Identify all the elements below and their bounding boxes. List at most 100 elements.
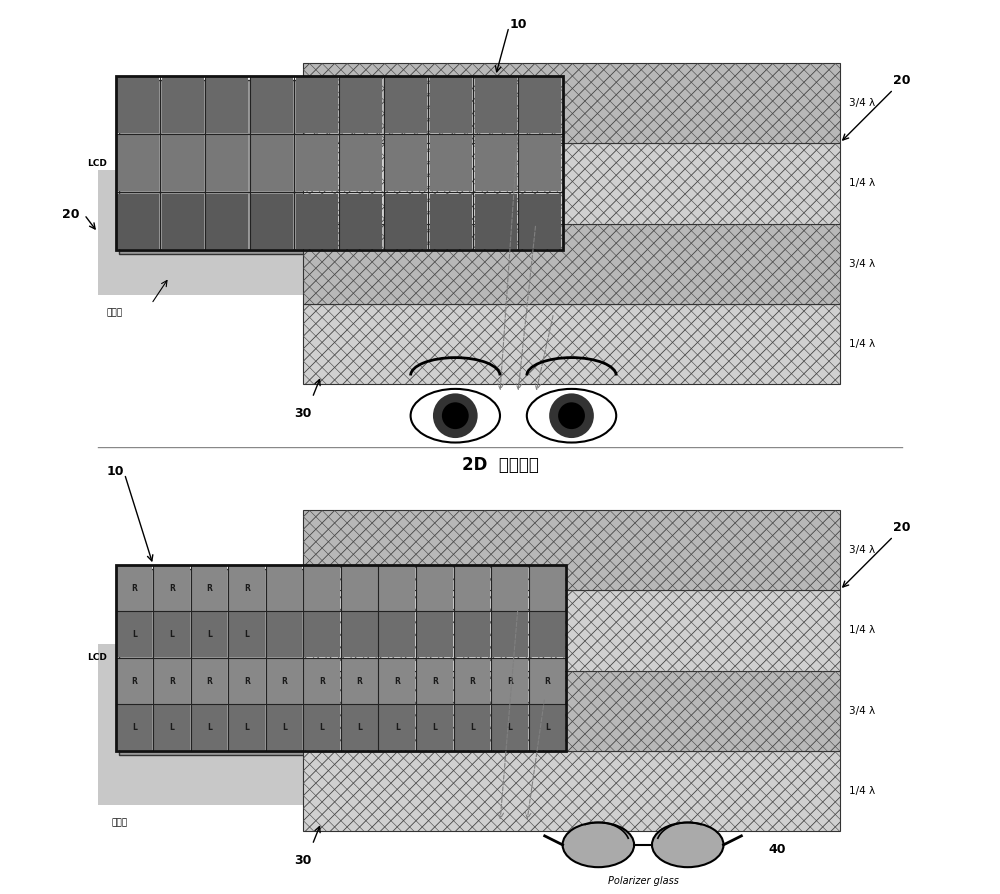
Bar xyxy=(154,612,190,657)
Text: 1/4 λ: 1/4 λ xyxy=(849,625,875,636)
Bar xyxy=(303,751,840,831)
Bar xyxy=(303,224,840,304)
Text: L: L xyxy=(132,723,137,732)
Bar xyxy=(454,705,490,750)
Bar xyxy=(342,659,378,704)
Text: R: R xyxy=(432,677,438,686)
Text: 3/4 λ: 3/4 λ xyxy=(849,705,875,716)
Text: L: L xyxy=(207,630,212,639)
Bar xyxy=(492,659,528,704)
Text: R: R xyxy=(507,677,513,686)
Bar xyxy=(475,136,517,191)
Bar xyxy=(192,705,227,750)
Text: L: L xyxy=(432,723,437,732)
Bar xyxy=(98,644,384,805)
Bar xyxy=(303,670,840,751)
Point xyxy=(47,880,59,890)
Text: R: R xyxy=(357,677,363,686)
Bar xyxy=(162,194,204,249)
Bar xyxy=(379,659,415,704)
Bar xyxy=(116,76,563,250)
Bar xyxy=(385,136,427,191)
Bar xyxy=(267,612,302,657)
Text: 3/4 λ: 3/4 λ xyxy=(849,544,875,555)
Bar xyxy=(117,194,159,249)
Ellipse shape xyxy=(563,822,634,867)
Text: R: R xyxy=(169,677,175,686)
Text: 1/4 λ: 1/4 λ xyxy=(849,178,875,189)
Bar xyxy=(229,659,265,704)
Bar xyxy=(340,78,382,133)
Bar xyxy=(303,510,840,590)
Bar xyxy=(530,659,565,704)
Text: R: R xyxy=(207,584,212,593)
Text: R: R xyxy=(244,677,250,686)
Text: 3/4 λ: 3/4 λ xyxy=(849,258,875,269)
Text: 20: 20 xyxy=(893,521,911,534)
Text: L: L xyxy=(282,723,287,732)
Text: L: L xyxy=(395,723,400,732)
Text: L: L xyxy=(470,723,475,732)
Bar xyxy=(296,194,338,249)
Bar xyxy=(454,612,490,657)
Bar xyxy=(475,78,517,133)
Text: L: L xyxy=(169,630,174,639)
Bar xyxy=(119,80,566,254)
Bar xyxy=(379,612,415,657)
Bar xyxy=(206,194,248,249)
Bar xyxy=(296,136,338,191)
Bar xyxy=(417,705,453,750)
Ellipse shape xyxy=(433,393,478,438)
Text: R: R xyxy=(394,677,400,686)
Bar xyxy=(530,566,565,611)
Text: 1/4 λ: 1/4 λ xyxy=(849,786,875,797)
Bar xyxy=(267,566,302,611)
Text: 10: 10 xyxy=(107,465,124,478)
Text: LCD: LCD xyxy=(87,158,107,168)
Bar xyxy=(303,590,840,670)
Point xyxy=(55,880,67,890)
Bar xyxy=(229,705,265,750)
Bar xyxy=(154,659,190,704)
Ellipse shape xyxy=(411,389,500,443)
Bar xyxy=(304,566,340,611)
Bar xyxy=(229,566,265,611)
Text: R: R xyxy=(469,677,475,686)
Bar xyxy=(430,136,472,191)
Bar xyxy=(116,566,152,611)
Bar xyxy=(98,170,366,295)
Bar xyxy=(304,705,340,750)
Text: R: R xyxy=(131,584,137,593)
Ellipse shape xyxy=(558,402,585,429)
Text: L: L xyxy=(169,723,174,732)
Bar xyxy=(379,705,415,750)
Bar xyxy=(430,194,472,249)
Bar xyxy=(116,565,566,751)
Text: R: R xyxy=(131,677,137,686)
Text: 1/4 λ: 1/4 λ xyxy=(849,339,875,350)
Bar xyxy=(492,612,528,657)
Bar xyxy=(117,136,159,191)
Text: L: L xyxy=(245,630,249,639)
Text: Polarizer glass: Polarizer glass xyxy=(608,875,678,886)
Bar xyxy=(154,566,190,611)
Bar xyxy=(116,612,152,657)
Bar xyxy=(340,194,382,249)
Text: R: R xyxy=(244,584,250,593)
Ellipse shape xyxy=(442,402,469,429)
Bar xyxy=(267,659,302,704)
Bar xyxy=(117,78,159,133)
Text: L: L xyxy=(132,630,137,639)
Bar xyxy=(303,63,840,143)
Bar xyxy=(162,78,204,133)
Bar xyxy=(417,659,453,704)
Bar xyxy=(417,566,453,611)
Bar xyxy=(342,612,378,657)
Text: 10: 10 xyxy=(509,18,527,31)
Bar xyxy=(454,659,490,704)
Bar xyxy=(296,78,338,133)
Bar xyxy=(119,569,570,755)
Bar xyxy=(417,612,453,657)
Text: 30: 30 xyxy=(295,407,312,420)
Text: 30: 30 xyxy=(295,854,312,867)
